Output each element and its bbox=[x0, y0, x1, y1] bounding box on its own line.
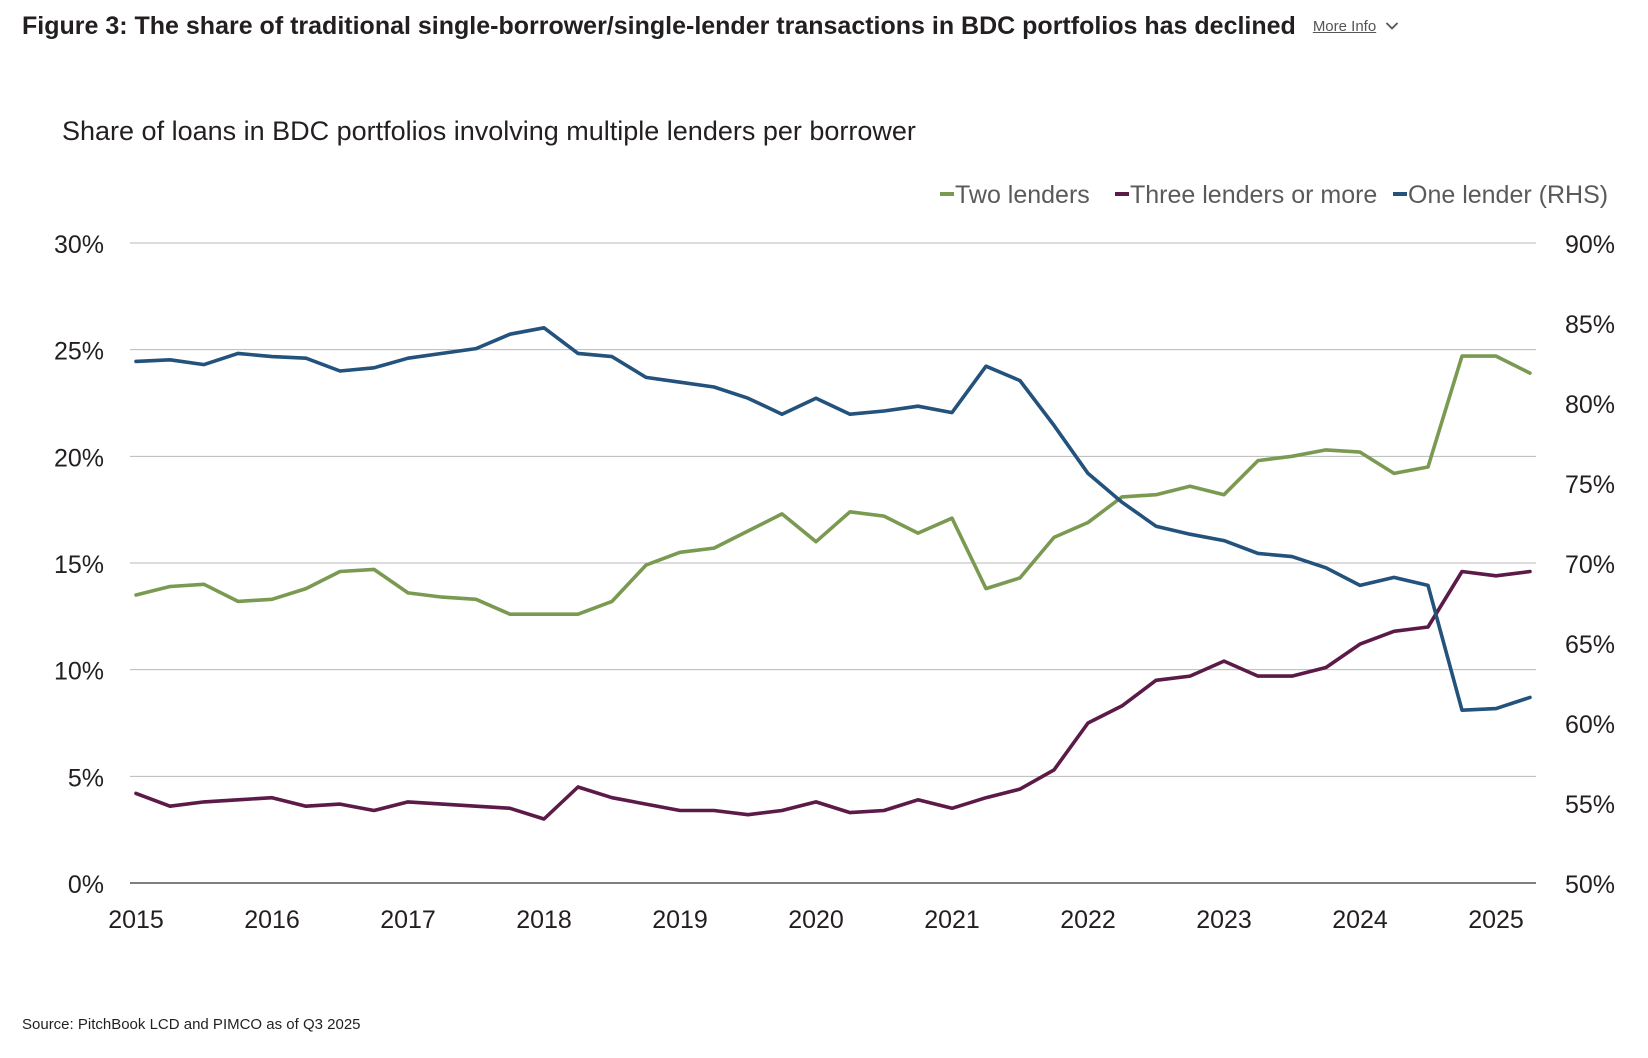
legend-label: Two lenders bbox=[955, 181, 1090, 209]
y-right-tick-label: 50% bbox=[1565, 871, 1615, 899]
figure-title: Figure 3: The share of traditional singl… bbox=[22, 12, 1296, 40]
x-tick-label: 2015 bbox=[108, 906, 164, 934]
legend-label: One lender (RHS) bbox=[1408, 181, 1608, 209]
source-note: Source: PitchBook LCD and PIMCO as of Q3… bbox=[22, 1016, 361, 1033]
y-right-tick-label: 55% bbox=[1565, 791, 1615, 819]
y-right-tick-label: 90% bbox=[1565, 231, 1615, 259]
x-tick-label: 2024 bbox=[1332, 906, 1388, 934]
y-left-tick-label: 0% bbox=[68, 871, 104, 899]
x-tick-label: 2025 bbox=[1468, 906, 1524, 934]
legend-label: Three lenders or more bbox=[1130, 181, 1377, 209]
y-left-tick-label: 10% bbox=[54, 658, 104, 686]
y-right-tick-label: 60% bbox=[1565, 711, 1615, 739]
x-tick-label: 2023 bbox=[1196, 906, 1252, 934]
y-right-tick-label: 85% bbox=[1565, 311, 1615, 339]
x-tick-label: 2017 bbox=[380, 906, 436, 934]
more-info-label[interactable]: More Info bbox=[1312, 18, 1377, 35]
x-tick-label: 2021 bbox=[924, 906, 980, 934]
y-right-tick-label: 65% bbox=[1565, 631, 1615, 659]
y-right-tick-label: 75% bbox=[1565, 471, 1615, 499]
y-left-tick-label: 5% bbox=[68, 764, 104, 792]
y-left-tick-label: 30% bbox=[54, 231, 104, 259]
y-right-tick-label: 80% bbox=[1565, 391, 1615, 419]
y-left-tick-label: 20% bbox=[54, 444, 104, 472]
line-chart: Share of loans in BDC portfolios involvi… bbox=[54, 116, 1615, 934]
x-tick-label: 2022 bbox=[1060, 906, 1116, 934]
y-left-tick-label: 25% bbox=[54, 338, 104, 366]
chart-title: Share of loans in BDC portfolios involvi… bbox=[62, 116, 916, 146]
x-tick-label: 2016 bbox=[244, 906, 300, 934]
more-info-toggle[interactable]: More Info bbox=[1313, 18, 1399, 36]
y-right-tick-label: 70% bbox=[1565, 551, 1615, 579]
x-tick-label: 2019 bbox=[652, 906, 708, 934]
series-line bbox=[134, 354, 1532, 617]
series-line bbox=[134, 569, 1532, 821]
x-tick-label: 2018 bbox=[516, 906, 572, 934]
series-line bbox=[134, 325, 1532, 713]
figure-header: Figure 3: The share of traditional singl… bbox=[22, 12, 1399, 41]
chevron-down-icon[interactable] bbox=[1385, 18, 1399, 36]
x-tick-label: 2020 bbox=[788, 906, 844, 934]
y-left-tick-label: 15% bbox=[54, 551, 104, 579]
